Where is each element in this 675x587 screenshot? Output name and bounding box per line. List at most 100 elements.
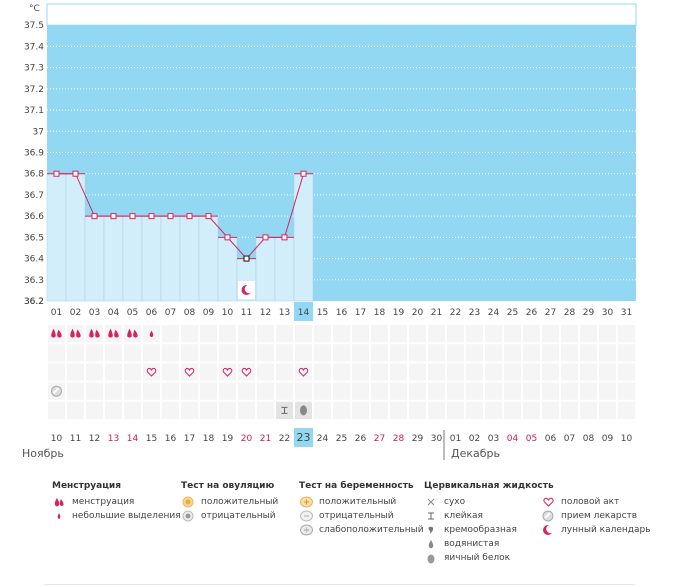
symptom-cell: [352, 344, 369, 362]
drops-icon: [52, 496, 66, 508]
symptom-cell: [428, 363, 445, 381]
temperature-bar: [141, 215, 162, 302]
symptom-cell: [428, 401, 445, 419]
heart-icon: [541, 496, 555, 508]
symptom-cell: [67, 363, 84, 381]
legend-fluid: Цервикальная жидкость сухо клейкая кремо…: [424, 481, 554, 565]
cycle-day-highlight: [294, 302, 313, 321]
symptom-cell: [219, 344, 236, 362]
symptom-cell: [504, 382, 521, 400]
symptom-cell: [124, 344, 141, 362]
symptom-cell: [105, 344, 122, 362]
temperature-point: [281, 234, 288, 241]
symptom-cell: [561, 401, 578, 419]
symptom-cell: [599, 382, 616, 400]
temperature-point: [205, 213, 212, 220]
symptom-cell: [352, 401, 369, 419]
cycle-day-label: 23: [469, 308, 480, 318]
symptom-cell: [618, 344, 635, 362]
menstruation-icon: [114, 329, 119, 338]
symptom-cell: [599, 344, 616, 362]
symptom-cell: [86, 382, 103, 400]
temperature-point: [110, 213, 117, 220]
date-label: 25: [336, 434, 347, 444]
heart-icon: [298, 367, 309, 377]
symptom-cell: [314, 401, 331, 419]
cycle-day-label: 25: [507, 308, 518, 318]
legend-item: лунный календарь: [541, 523, 651, 537]
y-tick-label: 36.4: [24, 255, 44, 265]
drop-icon: [52, 510, 66, 522]
bbt-chart: 37.5 37.4 37.3 37.2 37.1 37 36.9 36.8 36.7 36.6 36…: [22, 3, 637, 460]
symptom-cell: [618, 401, 635, 419]
legend-pregnancy: Тест на беременность положительный отриц…: [299, 481, 424, 537]
legend-title: Тест на беременность: [299, 481, 414, 491]
symptom-cell: [371, 363, 388, 381]
temperature-point: [224, 234, 231, 241]
symptom-cell: [447, 344, 464, 362]
symptom-cell: [371, 325, 388, 343]
legend-item: отрицательный: [299, 509, 424, 523]
symptom-cell: [200, 363, 217, 381]
symptom-cell: [48, 344, 65, 362]
date-label: 23: [297, 431, 311, 444]
menstruation-icon: [108, 328, 113, 338]
legend-item: клейкая: [424, 509, 554, 523]
menstruation-icon: [95, 329, 100, 338]
watery-icon: [424, 538, 438, 550]
symptom-cell: [618, 382, 635, 400]
symptom-cell: [580, 382, 597, 400]
menstruation-icon: [76, 329, 81, 338]
spotting-icon: [149, 330, 154, 338]
cycle-day-label: 31: [621, 308, 632, 318]
y-tick-label: 36.2: [24, 297, 44, 307]
y-tick-label: 36.8: [24, 170, 44, 180]
symptom-cell: [143, 382, 160, 400]
cycle-day-label: 03: [89, 308, 100, 318]
symptom-cell: [295, 325, 312, 343]
symptom-cell: [219, 401, 236, 419]
symptom-cell: [314, 382, 331, 400]
symptom-rows: [48, 325, 635, 419]
date-label: 22: [279, 434, 290, 444]
pill-icon: [541, 510, 555, 522]
symptom-cell: [447, 401, 464, 419]
symptom-cell: [124, 382, 141, 400]
symptom-cell: [48, 401, 65, 419]
y-tick-label: 36.9: [24, 149, 44, 159]
symptom-cell: [409, 382, 426, 400]
date-label: 03: [488, 434, 499, 444]
symptom-cell: [238, 401, 255, 419]
temperature-point: [72, 170, 79, 177]
legend-menstruation: Менструация менструация небольшие выделе…: [52, 481, 181, 523]
cycle-day-label: 07: [165, 308, 176, 318]
symptom-cell: [295, 344, 312, 362]
cycle-day-label: 24: [488, 308, 500, 318]
temperature-point: [262, 234, 269, 241]
symptom-cell: [409, 401, 426, 419]
date-label: 12: [89, 434, 100, 444]
cycle-day-label: 15: [317, 308, 328, 318]
cycle-day-label: 09: [203, 308, 215, 318]
date-label: 10: [51, 434, 63, 444]
symptom-cell: [466, 325, 483, 343]
cycle-day-label: 17: [355, 308, 366, 318]
symptom-cell: [162, 363, 179, 381]
symptom-cell: [124, 325, 141, 343]
symptom-cell: [200, 401, 217, 419]
y-tick-label: 37.1: [24, 106, 44, 116]
date-label: 24: [317, 434, 329, 444]
symptom-cell: [314, 325, 331, 343]
cycle-day-label: 10: [222, 308, 234, 318]
symptom-cell: [390, 325, 407, 343]
cycle-day-label: 21: [431, 308, 442, 318]
menstruation-icon: [133, 329, 138, 338]
cycle-day-label: 26: [526, 308, 538, 318]
today-highlight: [294, 428, 313, 447]
y-tick-label: 37.5: [24, 21, 44, 31]
symptom-cell: [333, 382, 350, 400]
menstruation-icon: [57, 329, 62, 338]
symptom-cell: [162, 382, 179, 400]
symptom-cell: [352, 363, 369, 381]
plot-area: [46, 3, 637, 302]
